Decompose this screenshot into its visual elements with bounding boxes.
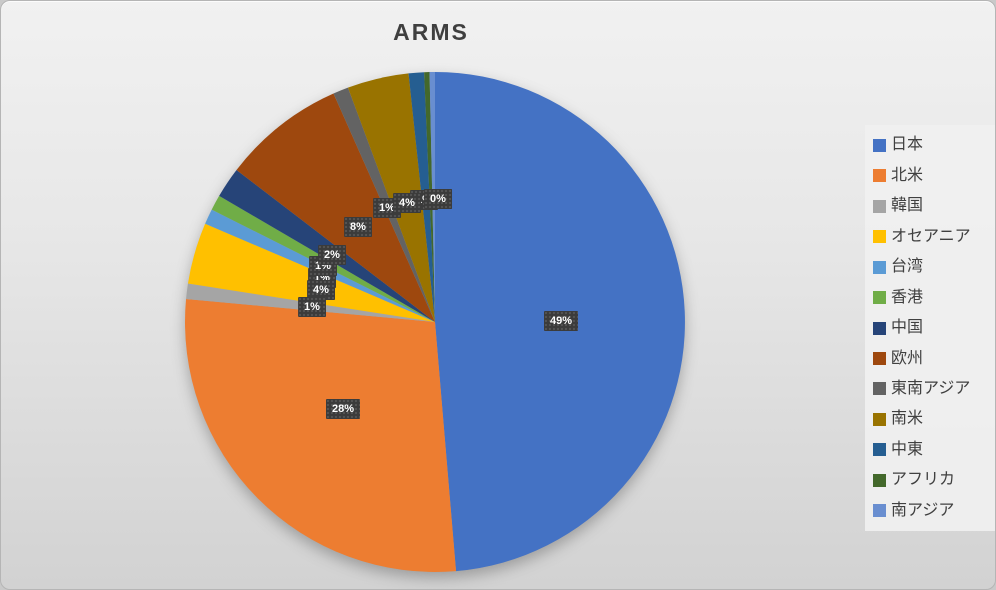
legend-marker-japan: [873, 138, 886, 152]
legend: 日本北米韓国オセアニア台湾香港中国欧州東南アジア南米中東アフリカ南アジア: [865, 125, 995, 531]
legend-item-africa[interactable]: アフリカ: [873, 465, 995, 495]
legend-label: アフリカ: [891, 471, 956, 489]
legend-marker-africa: [873, 473, 886, 487]
legend-marker-oceania: [873, 230, 886, 244]
legend-item-southeast-asia[interactable]: 東南アジア: [873, 374, 995, 404]
data-label-oceania: 4%: [307, 280, 335, 300]
legend-marker-china: [873, 321, 886, 335]
legend-label: 中国: [891, 319, 924, 337]
legend-item-taiwan[interactable]: 台湾: [873, 252, 995, 282]
legend-item-europe[interactable]: 欧州: [873, 343, 995, 373]
data-label-korea: 1%: [298, 297, 326, 317]
legend-label: 東南アジア: [891, 379, 971, 397]
legend-label: 欧州: [891, 349, 924, 367]
legend-marker-taiwan: [873, 260, 886, 274]
legend-item-oceania[interactable]: オセアニア: [873, 221, 995, 251]
legend-item-china[interactable]: 中国: [873, 313, 995, 343]
legend-label: 台湾: [891, 258, 924, 276]
pie-slice-europe[interactable]: [236, 93, 435, 322]
data-label-japan: 49%: [543, 311, 579, 331]
legend-label: オセアニア: [891, 227, 971, 245]
legend-label: 中東: [891, 440, 924, 458]
legend-label: 南アジア: [891, 501, 955, 519]
pie-chart: [185, 72, 685, 572]
legend-label: 南米: [891, 410, 924, 428]
pie-slice-south-america[interactable]: [347, 73, 435, 322]
legend-marker-north-america: [873, 169, 886, 183]
legend-item-middle-east[interactable]: 中東: [873, 435, 995, 465]
legend-item-korea[interactable]: 韓国: [873, 191, 995, 221]
legend-marker-middle-east: [873, 443, 886, 457]
chart-title: ARMS: [393, 19, 469, 45]
legend-marker-south-america: [873, 412, 886, 426]
data-label-north-america: 28%: [325, 399, 361, 419]
legend-label: 韓国: [891, 197, 924, 215]
legend-item-north-america[interactable]: 北米: [873, 160, 995, 190]
legend-label: 日本: [891, 136, 924, 154]
legend-label: 北米: [891, 166, 924, 184]
legend-marker-south-asia: [873, 504, 886, 518]
legend-item-south-america[interactable]: 南米: [873, 404, 995, 434]
legend-marker-southeast-asia: [873, 382, 886, 396]
legend-item-japan[interactable]: 日本: [873, 130, 995, 160]
data-label-africa: 0%: [424, 189, 452, 209]
data-label-china: 2%: [318, 245, 346, 265]
legend-marker-hong-kong: [873, 291, 886, 305]
data-label-europe: 8%: [344, 217, 372, 237]
legend-item-south-asia[interactable]: 南アジア: [873, 496, 995, 526]
pie-slice-north-america[interactable]: [185, 299, 457, 572]
legend-item-hong-kong[interactable]: 香港: [873, 282, 995, 312]
legend-label: 香港: [891, 288, 924, 306]
legend-marker-europe: [873, 352, 886, 366]
data-label-south-america: 4%: [393, 193, 421, 213]
legend-marker-korea: [873, 199, 886, 213]
